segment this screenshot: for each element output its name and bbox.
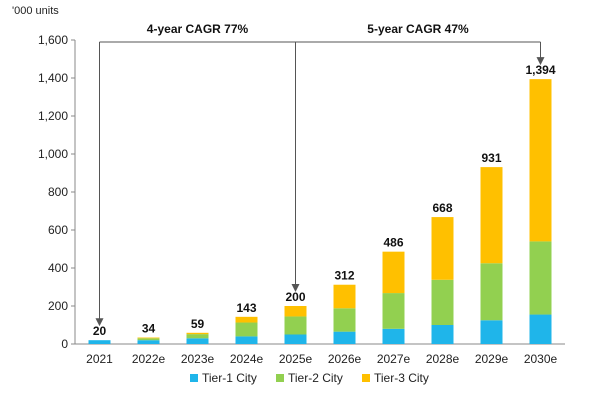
y-tick-label: 1,600 [38,33,68,47]
bar-segment-tier-1-city-2027e [382,328,405,344]
bar-segment-tier-3-city-2026e [333,284,356,309]
y-tick-label: 1,200 [38,109,68,123]
bar-segment-tier-3-city-2025e [284,306,307,317]
bar-segment-tier-3-city-2023e [186,332,209,335]
legend: Tier-1 City Tier-2 City Tier-3 City [190,371,429,385]
total-label: 20 [93,324,107,338]
legend-label: Tier-2 City [288,371,343,385]
bar-segment-tier-2-city-2027e [382,293,405,329]
bar-segment-tier-3-city-2028e [431,217,454,280]
x-tick-label: 2023e [181,352,215,366]
y-tick-label: 400 [48,261,68,275]
cagr-annotations: 4-year CAGR 77% 5-year CAGR 47% [95,22,545,327]
bar-segment-tier-3-city-2027e [382,251,405,294]
bar-segment-tier-2-city-2025e [284,316,307,335]
bar-segment-tier-1-city-2026e [333,331,356,344]
y-tick-label: 200 [48,299,68,313]
bar-segment-tier-2-city-2029e [480,263,503,321]
x-tick-label: 2028e [426,352,460,366]
legend-swatch [190,374,198,382]
bar-segment-tier-2-city-2026e [333,308,356,332]
total-label: 668 [432,201,452,215]
unit-label: '000 units [12,5,59,17]
total-label: 200 [285,290,305,304]
bar-segment-tier-1-city-2021 [88,340,111,344]
bar-segment-tier-2-city-2024e [235,322,258,337]
bar-segment-tier-2-city-2028e [431,279,454,325]
cagr-label: 5-year CAGR 47% [367,22,469,36]
x-tick-label: 2025e [279,352,313,366]
y-tick-label: 0 [61,337,68,351]
legend-item-tier-3-city: Tier-3 City [362,371,429,385]
x-tick-label: 2021 [86,352,113,366]
total-label: 143 [236,301,256,315]
total-label: 59 [191,317,205,331]
total-labels-group: 20 34 59 143 200 312 486 668 931 1,394 [93,63,556,338]
bar-segment-tier-3-city-2022e [137,337,160,339]
x-tick-label: 2024e [230,352,264,366]
x-tick-label: 2029e [475,352,509,366]
x-tick-label: 2027e [377,352,411,366]
y-tick-label: 800 [48,185,68,199]
x-tick-label: 2026e [328,352,362,366]
bar-segment-tier-3-city-2024e [235,316,258,323]
total-label: 486 [383,236,403,250]
legend-swatch [276,374,284,382]
bar-segment-tier-3-city-2029e [480,167,503,264]
x-tick-label: 2022e [132,352,166,366]
bars-group [88,79,552,344]
bar-segment-tier-1-city-2028e [431,325,454,344]
bar-segment-tier-1-city-2029e [480,320,503,344]
legend-item-tier-1-city: Tier-1 City [190,371,257,385]
total-label: 312 [334,269,354,283]
legend-label: Tier-1 City [202,371,257,385]
x-tick-label: 2030e [524,352,558,366]
bar-segment-tier-2-city-2030e [529,241,552,315]
bar-segment-tier-1-city-2023e [186,338,209,344]
x-axis: 2021 2022e 2023e 2024e 2025e 2026e 2027e 2028e 2… [75,343,565,366]
legend-swatch [362,374,370,382]
y-tick-label: 1,400 [38,71,68,85]
bar-segment-tier-2-city-2023e [186,334,209,339]
y-axis: 0 200 400 600 800 1,000 1,200 1,400 1,600 [38,33,76,351]
bar-segment-tier-2-city-2022e [137,338,160,341]
total-label: 34 [142,322,156,336]
legend-label: Tier-3 City [374,371,429,385]
bar-segment-tier-3-city-2030e [529,79,552,242]
y-tick-label: 1,000 [38,147,68,161]
legend-item-tier-2-city: Tier-2 City [276,371,343,385]
bar-segment-tier-1-city-2024e [235,336,258,344]
total-label: 1,394 [525,63,555,77]
bar-segment-tier-1-city-2030e [529,314,552,344]
bar-segment-tier-1-city-2025e [284,334,307,344]
bar-segment-tier-1-city-2022e [137,340,160,344]
total-label: 931 [481,151,501,165]
y-tick-label: 600 [48,223,68,237]
cagr-label: 4-year CAGR 77% [147,22,249,36]
